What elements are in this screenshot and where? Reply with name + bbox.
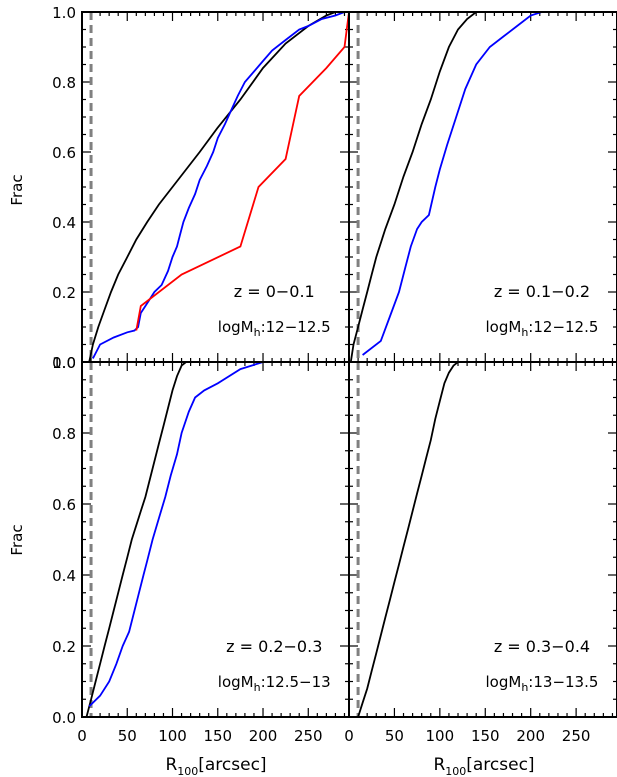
x-tick-label: 250: [562, 727, 591, 745]
y-tick-label: 0.2: [52, 284, 76, 302]
halo-mass-range: :13−13.5: [528, 673, 598, 691]
x-axis-label-subscript: 100: [445, 765, 466, 777]
halo-mass-subscript: h: [254, 326, 261, 339]
y-tick-label: 0.4: [52, 214, 76, 232]
y-axis-label-bottom: Frac: [8, 524, 26, 555]
redshift-annotation: z = 0.1−0.2: [494, 282, 590, 301]
halo-mass-range: :12−12.5: [528, 318, 598, 336]
y-tick-label: 1.0: [52, 354, 76, 372]
halo-mass-subscript: h: [521, 326, 528, 339]
x-tick-label: 100: [426, 727, 455, 745]
y-tick-label: 0.6: [52, 496, 76, 514]
halo-mass-annotation: logMh:13−13.5: [486, 673, 599, 694]
x-tick-label: 150: [471, 727, 500, 745]
x-axis-label-unit: [arcsec]: [466, 755, 534, 775]
panel-frame: [348, 361, 617, 718]
y-axis-label-top: Frac: [8, 174, 26, 205]
halo-mass-prefix: logM: [486, 318, 522, 336]
y-tick-label: 0.8: [52, 74, 76, 92]
series-line-black: [349, 11, 484, 363]
panel-top-right: z = 0.1−0.2 logMh:12−12.5: [348, 11, 617, 363]
halo-mass-prefix: logM: [218, 673, 254, 691]
series-line-black: [88, 11, 340, 363]
halo-mass-annotation: logMh:12−12.5: [486, 318, 599, 339]
x-axis-label-subscript: 100: [177, 765, 198, 777]
y-tick-label: 0.8: [52, 425, 76, 443]
series-line-red: [135, 11, 350, 331]
series-line-black: [85, 361, 198, 718]
redshift-annotation: z = 0.2−0.3: [226, 637, 322, 656]
x-tick-label: 100: [158, 727, 187, 745]
panel-top-left: 0.0 0.2 0.4 0.6 0.8 1.0 z = 0−0.1 logMh:12−12.5: [52, 4, 350, 372]
x-axis-label-right: R100[arcsec]: [433, 755, 534, 777]
series-line-blue: [92, 11, 345, 359]
y-tick-label: 0.0: [52, 709, 76, 727]
x-axis-label-left: R100[arcsec]: [165, 755, 266, 777]
x-tick-label: 50: [385, 727, 404, 745]
x-axis-label-main: R: [165, 755, 177, 775]
halo-mass-range: :12.5−13: [261, 673, 331, 691]
x-tick-label: 200: [516, 727, 545, 745]
panel-bottom-right: 0 50 100 150 200 250 z = 0.3−0.4 logMh:13−13.5: [344, 361, 617, 745]
x-axis-label-unit: [arcsec]: [198, 755, 266, 775]
panel-frame: [348, 11, 617, 363]
halo-mass-range: :12−12.5: [261, 318, 331, 336]
redshift-annotation: z = 0−0.1: [234, 282, 315, 301]
series-line-blue: [88, 361, 264, 708]
halo-mass-subscript: h: [254, 681, 261, 694]
x-tick-label: 50: [118, 727, 137, 745]
x-tick-label: 200: [249, 727, 278, 745]
panel-frame: [81, 11, 350, 363]
panel-bottom-left: 0.0 0.2 0.4 0.6 0.8 1.0 0 50 100 150 200 250 z = 0.2…: [52, 354, 350, 745]
x-tick-label: 250: [294, 727, 323, 745]
series-line-black: [357, 361, 466, 718]
x-tick-label: 0: [77, 727, 87, 745]
halo-mass-subscript: h: [521, 681, 528, 694]
halo-mass-prefix: logM: [486, 673, 522, 691]
halo-mass-prefix: logM: [218, 318, 254, 336]
series-line-blue: [362, 11, 542, 356]
redshift-annotation: z = 0.3−0.4: [494, 637, 590, 656]
x-tick-label: 150: [203, 727, 232, 745]
x-tick-label: 0: [344, 727, 354, 745]
halo-mass-annotation: logMh:12.5−13: [218, 673, 331, 694]
y-tick-label: 0.2: [52, 638, 76, 656]
y-tick-label: 0.4: [52, 567, 76, 585]
x-axis-label-main: R: [433, 755, 445, 775]
panel-frame: [81, 361, 350, 718]
halo-mass-annotation: logMh:12−12.5: [218, 318, 331, 339]
y-tick-label: 0.6: [52, 144, 76, 162]
y-tick-label: 0.0: [52, 354, 76, 372]
y-tick-label: 1.0: [52, 4, 76, 22]
